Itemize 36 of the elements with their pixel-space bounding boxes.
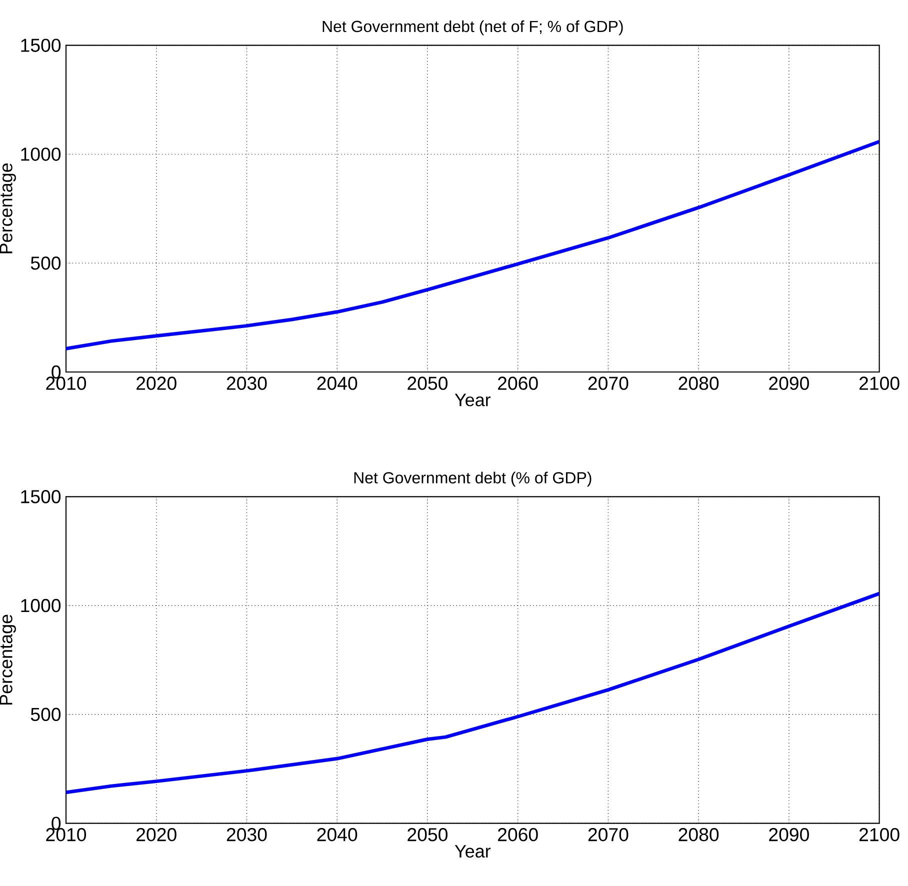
chart-title: Net Government debt (% of GDP) (354, 472, 592, 487)
y-tick-label: 1500 (21, 38, 61, 52)
x-tick-label: 2050 (408, 828, 448, 842)
x-axis-title: Year (454, 845, 491, 858)
x-tick-label: 2050 (408, 376, 448, 390)
y-axis-title: Percentage (0, 163, 16, 254)
x-tick-label: 2080 (678, 828, 719, 842)
line-series (66, 592, 880, 794)
y-tick-label: 0 (52, 365, 61, 379)
x-tick-label: 2100 (859, 376, 900, 390)
x-tick-label: 2080 (678, 376, 719, 390)
x-tick-label: 2090 (769, 376, 809, 390)
y-tick-label: 1000 (21, 598, 61, 612)
y-tick-label: 1000 (21, 148, 61, 161)
x-tick-label: 2020 (136, 376, 176, 390)
chart-title: Net Government debt (net of F; % of GDP) (322, 20, 623, 36)
x-tick-label: 2010 (46, 376, 86, 390)
x-tick-label: 2030 (226, 376, 267, 390)
y-axis-title: Percentage (0, 614, 16, 705)
y-tick-label: 500 (30, 708, 61, 722)
x-tick-label: 2040 (317, 828, 358, 842)
y-tick-label: 0 (52, 816, 61, 830)
y-tick-label: 1500 (21, 490, 61, 504)
x-tick-label: 2090 (769, 828, 809, 842)
line-series (66, 140, 880, 350)
x-tick-label: 2020 (136, 828, 176, 842)
x-tick-label: 2040 (317, 376, 358, 390)
x-tick-label: 2060 (498, 828, 538, 842)
x-tick-label: 2010 (46, 828, 86, 842)
y-tick-label: 500 (30, 256, 61, 270)
x-axis-title: Year (454, 394, 491, 406)
x-tick-label: 2070 (588, 376, 628, 390)
x-tick-label: 2030 (226, 828, 267, 842)
x-tick-label: 2070 (588, 828, 628, 842)
x-tick-label: 2100 (859, 828, 900, 842)
x-tick-label: 2060 (498, 376, 538, 390)
